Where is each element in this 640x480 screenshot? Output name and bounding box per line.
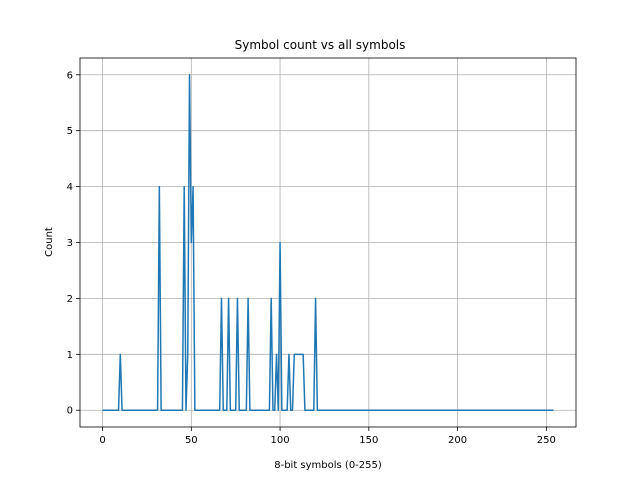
y-tick-label: 3 xyxy=(67,238,73,249)
y-tick-label: 6 xyxy=(67,70,73,81)
series-layer xyxy=(102,74,554,411)
x-tick-label: 100 xyxy=(271,435,290,446)
y-axis-label: Count xyxy=(44,227,55,257)
x-axis-label: 8-bit symbols (0-255) xyxy=(274,460,382,471)
series-line xyxy=(102,74,554,411)
x-tick-label: 250 xyxy=(537,435,556,446)
y-tick-label: 0 xyxy=(67,406,73,417)
x-tick-label: 50 xyxy=(185,435,198,446)
y-tick-label: 2 xyxy=(67,294,73,305)
y-tick-label: 1 xyxy=(67,350,73,361)
x-tick-label: 200 xyxy=(448,435,467,446)
axis-ticks: 0 50 100 150 200 250 0 1 2 3 4 5 6 xyxy=(67,70,556,446)
x-tick-label: 150 xyxy=(359,435,378,446)
y-tick-label: 5 xyxy=(67,126,73,137)
chart-title: Symbol count vs all symbols xyxy=(235,38,406,52)
y-tick-label: 4 xyxy=(67,182,73,193)
x-tick-label: 0 xyxy=(99,435,105,446)
grid-lines xyxy=(80,58,576,427)
